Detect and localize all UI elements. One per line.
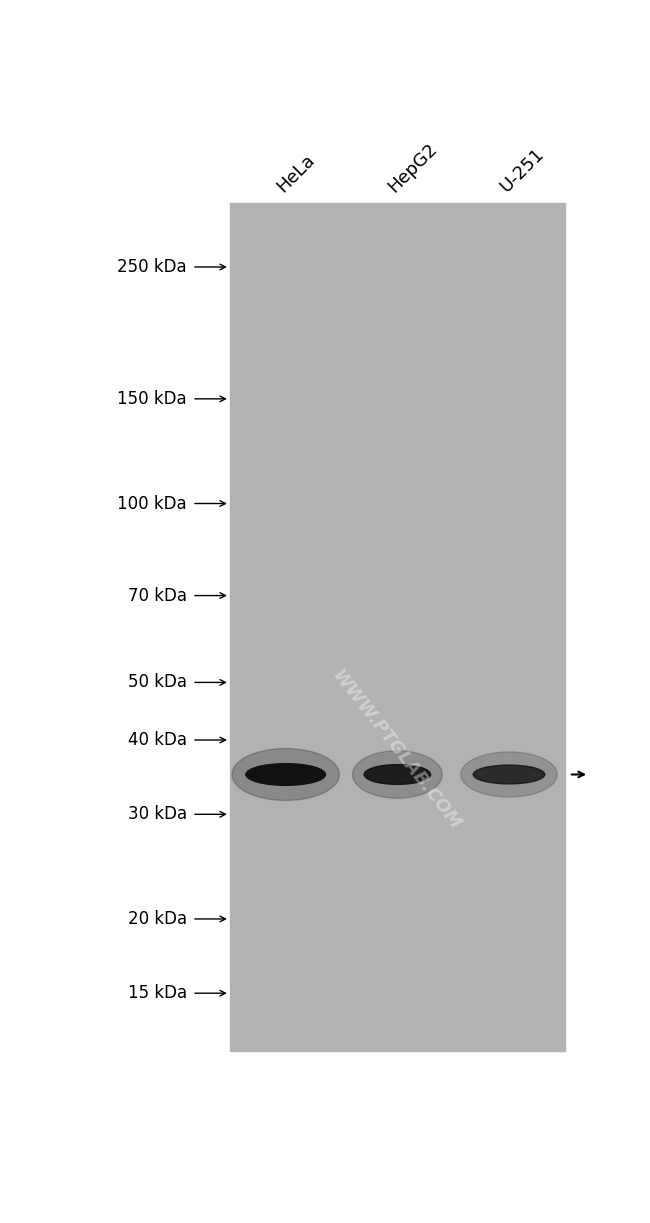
Text: 150 kDa: 150 kDa xyxy=(118,390,187,407)
Text: 100 kDa: 100 kDa xyxy=(118,494,187,512)
Ellipse shape xyxy=(473,766,545,784)
Text: WWW.PTGLAB.COM: WWW.PTGLAB.COM xyxy=(328,667,464,833)
Text: 20 kDa: 20 kDa xyxy=(128,910,187,928)
Ellipse shape xyxy=(461,752,557,797)
Text: U-251: U-251 xyxy=(497,144,547,196)
Text: 70 kDa: 70 kDa xyxy=(128,587,187,604)
Bar xyxy=(230,203,565,1051)
Text: HepG2: HepG2 xyxy=(385,139,441,196)
Text: 40 kDa: 40 kDa xyxy=(128,731,187,748)
Ellipse shape xyxy=(246,763,326,785)
Ellipse shape xyxy=(352,751,442,799)
Text: 15 kDa: 15 kDa xyxy=(128,985,187,1002)
Ellipse shape xyxy=(364,764,430,784)
Ellipse shape xyxy=(232,748,339,801)
Text: 250 kDa: 250 kDa xyxy=(118,258,187,276)
Text: 30 kDa: 30 kDa xyxy=(128,805,187,823)
Text: HeLa: HeLa xyxy=(273,150,318,196)
Text: 50 kDa: 50 kDa xyxy=(128,674,187,691)
